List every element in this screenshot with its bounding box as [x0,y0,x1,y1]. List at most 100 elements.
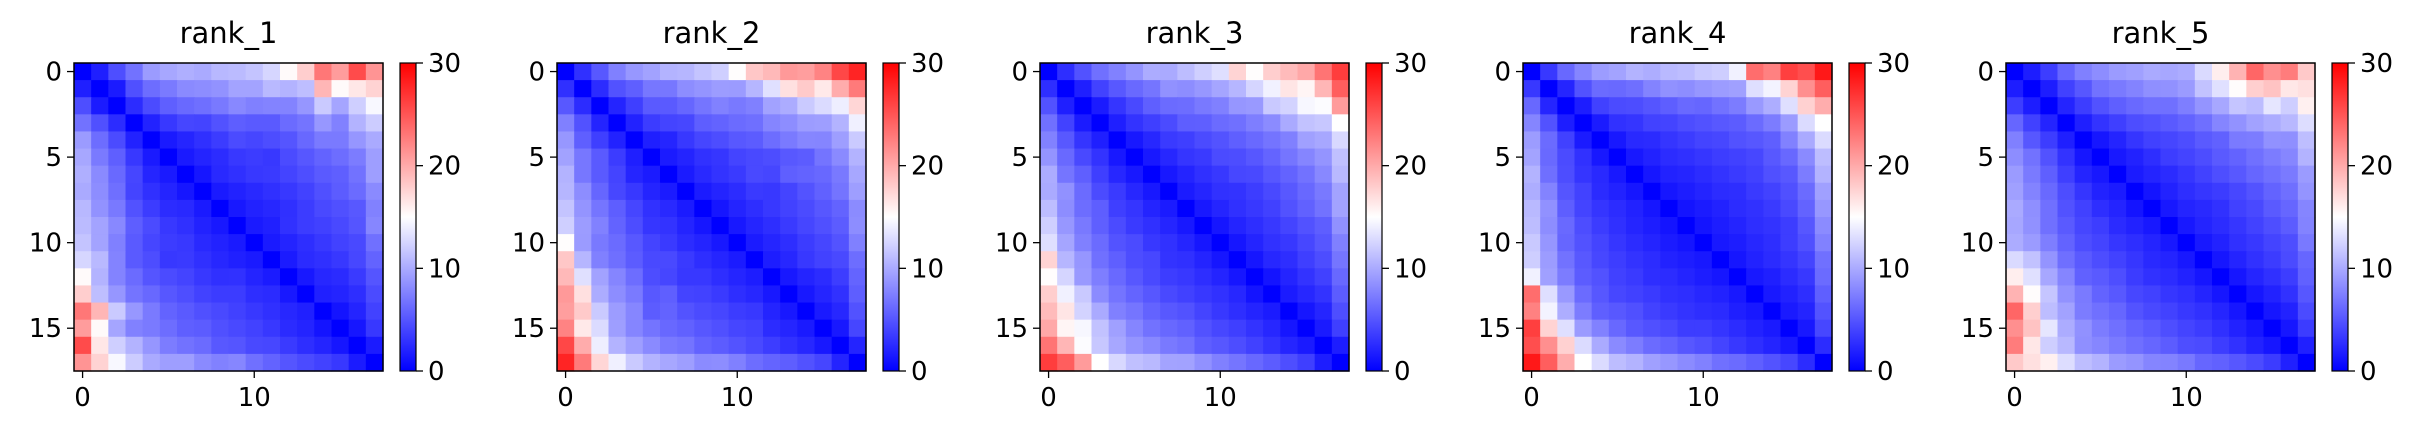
heatmap-cell [797,285,816,304]
heatmap-cell [2057,165,2076,184]
heatmap-cell [763,148,781,167]
heatmap-cell [1694,148,1713,167]
heatmap-cell [125,199,144,218]
heatmap-cell [574,131,592,150]
heatmap-cell [1297,234,1316,252]
heatmap-cell [2057,319,2076,338]
heatmap-cell [1160,268,1178,287]
heatmap-cell [574,302,592,321]
heatmap-cell [1040,182,1058,201]
heatmap-cell [365,268,384,287]
heatmap-cell [711,217,730,235]
heatmap-cell [1694,285,1713,304]
heatmap-cell [2074,63,2093,81]
heatmap-cell [1729,131,1747,150]
heatmap-cell [677,285,695,304]
heatmap-cell [74,251,92,269]
heatmap-cell [1057,285,1075,304]
heatmap-cell [848,182,867,201]
heatmap-cell [2297,63,2316,81]
heatmap-cell [280,131,298,150]
heatmap-cell [177,268,195,287]
heatmap-cell [2006,63,2024,81]
heatmap-cell [1177,199,1196,218]
heatmap-cell [2246,131,2265,150]
heatmap-cell [1574,285,1593,304]
heatmap-cell [694,319,713,338]
heatmap-cell [91,80,109,98]
heatmap-cell [1711,319,1730,338]
heatmap-cell [125,114,144,133]
heatmap-cell [677,165,695,184]
heatmap-cell [780,182,798,201]
heatmap-cell [1608,251,1627,269]
y-tick-label: 10 [1478,229,1511,259]
heatmap-cell [1746,353,1764,372]
heatmap-cell [1729,319,1747,338]
heatmap-cell [1763,268,1782,287]
heatmap-cell [711,199,730,218]
heatmap-cell [1040,148,1058,167]
heatmap-cell [1574,63,1593,81]
heatmap-cell [2280,199,2299,218]
heatmap-cell [848,268,867,287]
heatmap-cell [2040,97,2059,115]
heatmap-cell [1763,199,1782,218]
heatmap-cell [2177,182,2196,201]
heatmap-cell [1280,268,1299,287]
heatmap-cell [1660,336,1679,355]
heatmap-cell [2109,302,2127,321]
heatmap-cell [348,319,367,338]
y-tick-label: 0 [528,58,545,88]
heatmap-cell [314,80,333,98]
y-tick-label: 15 [995,314,1028,344]
heatmap-cell [1074,302,1093,321]
heatmap-cell [1523,251,1541,269]
heatmap-cell [660,63,678,81]
heatmap-cell [159,199,178,218]
heatmap-cell [1194,114,1213,133]
heatmap-cell [2126,165,2144,184]
heatmap-cell [711,148,730,167]
heatmap-cell [1694,165,1713,184]
heatmap-cell [1143,97,1161,115]
heatmap-cell [2160,114,2179,133]
heatmap-cell [1280,80,1299,98]
y-tick-label: 15 [29,314,62,344]
heatmap-cell [331,131,350,150]
heatmap-cell [194,319,212,338]
heatmap-cell [211,234,230,252]
heatmap-cell [608,234,627,252]
heatmap-cell [1194,302,1213,321]
heatmap-cell [711,302,730,321]
heatmap-cell [2194,302,2213,321]
heatmap-cell [2246,97,2265,115]
heatmap-cell [1091,165,1110,184]
heatmap-cell [642,182,661,201]
heatmap-cell [348,353,367,372]
heatmap-cell [1643,148,1661,167]
heatmap-cell [1125,148,1144,167]
heatmap-cell [2194,268,2213,287]
heatmap-cell [125,251,144,269]
heatmap-cell [297,165,315,184]
heatmap-cell [660,268,678,287]
heatmap-cell [1177,80,1196,98]
heatmap-cell [625,285,644,304]
heatmap-cell [831,63,850,81]
colorbar-tick-label: 10 [1877,254,1910,284]
heatmap-cell [608,336,627,355]
heatmap-cell [625,182,644,201]
heatmap-cell [1091,353,1110,372]
heatmap-cell [365,165,384,184]
heatmap-cell [1694,182,1713,201]
heatmap-cell [1746,251,1764,269]
heatmap-cell [1246,268,1264,287]
heatmap-cell [694,148,713,167]
y-tick-label: 5 [1011,143,1028,173]
heatmap-cell [2263,234,2282,252]
heatmap-cell [1211,353,1230,372]
heatmap-cell [2143,268,2162,287]
heatmap-cell [814,353,833,372]
heatmap-cell [1711,165,1730,184]
